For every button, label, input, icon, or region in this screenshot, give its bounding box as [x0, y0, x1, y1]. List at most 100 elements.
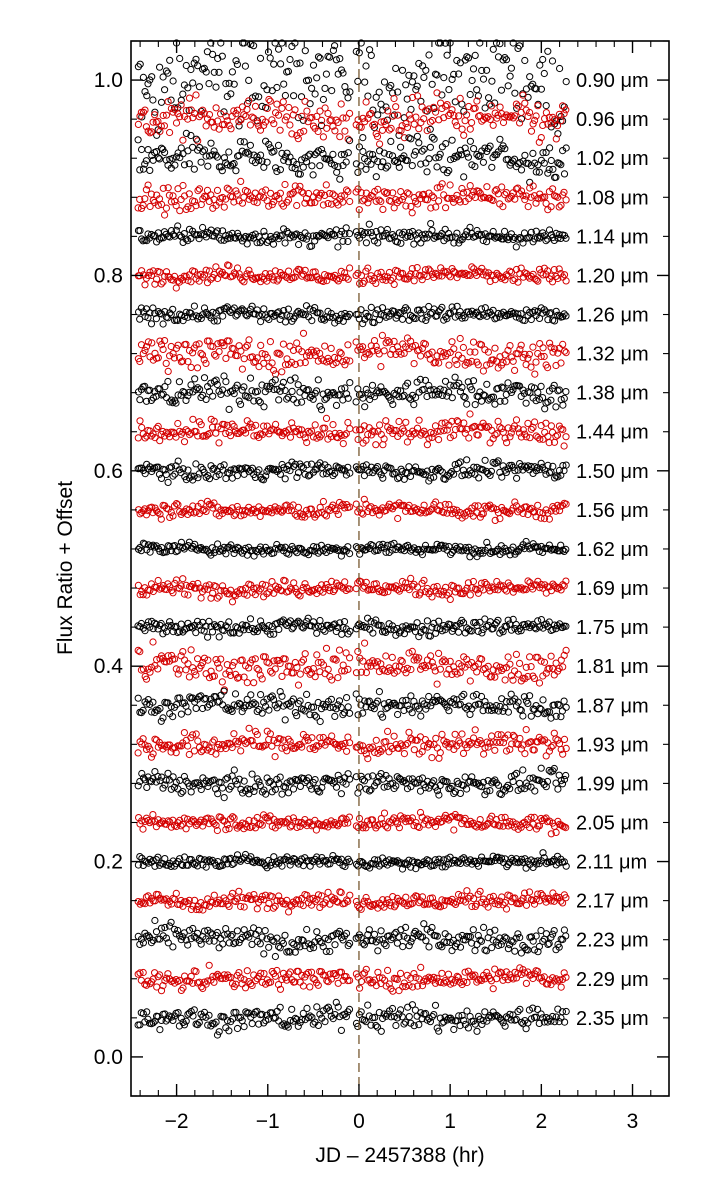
data-point [532, 85, 540, 93]
data-point [527, 127, 536, 135]
data-point [395, 163, 403, 171]
data-point [521, 99, 529, 107]
data-point [240, 138, 248, 146]
data-point [176, 231, 184, 239]
data-point [230, 269, 238, 277]
data-point [260, 227, 268, 235]
data-point [195, 235, 203, 243]
data-point [157, 122, 165, 130]
data-point [240, 111, 248, 119]
data-point [141, 160, 149, 168]
data-point [311, 90, 319, 98]
data-point [458, 184, 466, 193]
data-point [245, 97, 253, 105]
data-point [250, 42, 258, 50]
data-point [296, 170, 304, 178]
data-point [268, 116, 276, 124]
data-point [501, 191, 509, 199]
data-point [155, 155, 164, 163]
data-point [311, 198, 319, 206]
data-point [184, 115, 192, 123]
data-point [489, 121, 497, 129]
data-point [539, 121, 547, 130]
data-point [407, 135, 415, 143]
data-point [374, 185, 382, 193]
data-point [361, 229, 369, 237]
data-point [256, 54, 265, 62]
data-point [423, 127, 431, 135]
data-point [228, 229, 236, 237]
data-point [246, 121, 254, 129]
data-point [166, 155, 174, 163]
data-point [451, 98, 459, 106]
data-point [220, 108, 228, 116]
data-point [476, 231, 484, 239]
data-point [390, 157, 398, 165]
data-point [245, 76, 253, 85]
data-point [385, 126, 393, 134]
data-point [362, 98, 370, 106]
data-point [202, 122, 210, 130]
data-point [366, 110, 374, 119]
data-point [442, 102, 450, 110]
data-point [301, 97, 309, 105]
data-point [506, 194, 514, 202]
data-point [324, 155, 332, 163]
data-point [192, 202, 200, 210]
data-point [237, 177, 245, 185]
data-point [136, 195, 144, 203]
data-point [155, 235, 164, 243]
data-point [304, 118, 312, 126]
data-point [433, 71, 441, 79]
data-point [524, 112, 532, 121]
data-point [375, 88, 383, 96]
data-point [354, 77, 362, 86]
data-point [555, 230, 563, 239]
data-point [182, 129, 190, 137]
data-point [459, 233, 468, 241]
data-point [171, 197, 179, 205]
data-point [227, 234, 235, 242]
data-point [519, 192, 527, 200]
data-point [171, 161, 179, 169]
data-point [423, 196, 431, 204]
data-point [506, 72, 514, 80]
data-point [507, 64, 515, 72]
data-point [390, 233, 398, 241]
data-point [463, 53, 471, 61]
data-point [280, 80, 288, 88]
data-point [403, 156, 411, 165]
data-point [460, 131, 468, 139]
data-point [422, 107, 430, 115]
data-point [453, 229, 461, 237]
data-point [241, 232, 250, 241]
data-point [286, 55, 294, 64]
data-point [271, 233, 279, 241]
data-point [162, 111, 171, 119]
data-point [283, 113, 291, 121]
data-point [511, 89, 519, 97]
data-point [220, 271, 228, 279]
data-point [380, 188, 388, 196]
data-point [265, 95, 273, 104]
data-point [346, 109, 354, 118]
data-point [361, 78, 369, 86]
data-point [537, 134, 545, 142]
data-point [478, 66, 486, 75]
data-point [549, 113, 557, 122]
data-point [374, 111, 382, 119]
data-point [207, 39, 215, 47]
data-point [357, 189, 365, 197]
data-point [430, 135, 438, 143]
data-point [224, 235, 232, 243]
data-point [144, 146, 152, 154]
data-point [190, 109, 199, 118]
data-point [277, 60, 285, 68]
data-point [213, 186, 222, 194]
data-point [453, 56, 461, 65]
data-point [544, 169, 552, 177]
data-point [357, 123, 365, 131]
data-point [346, 137, 354, 145]
data-point [400, 152, 408, 160]
data-point [473, 97, 481, 105]
